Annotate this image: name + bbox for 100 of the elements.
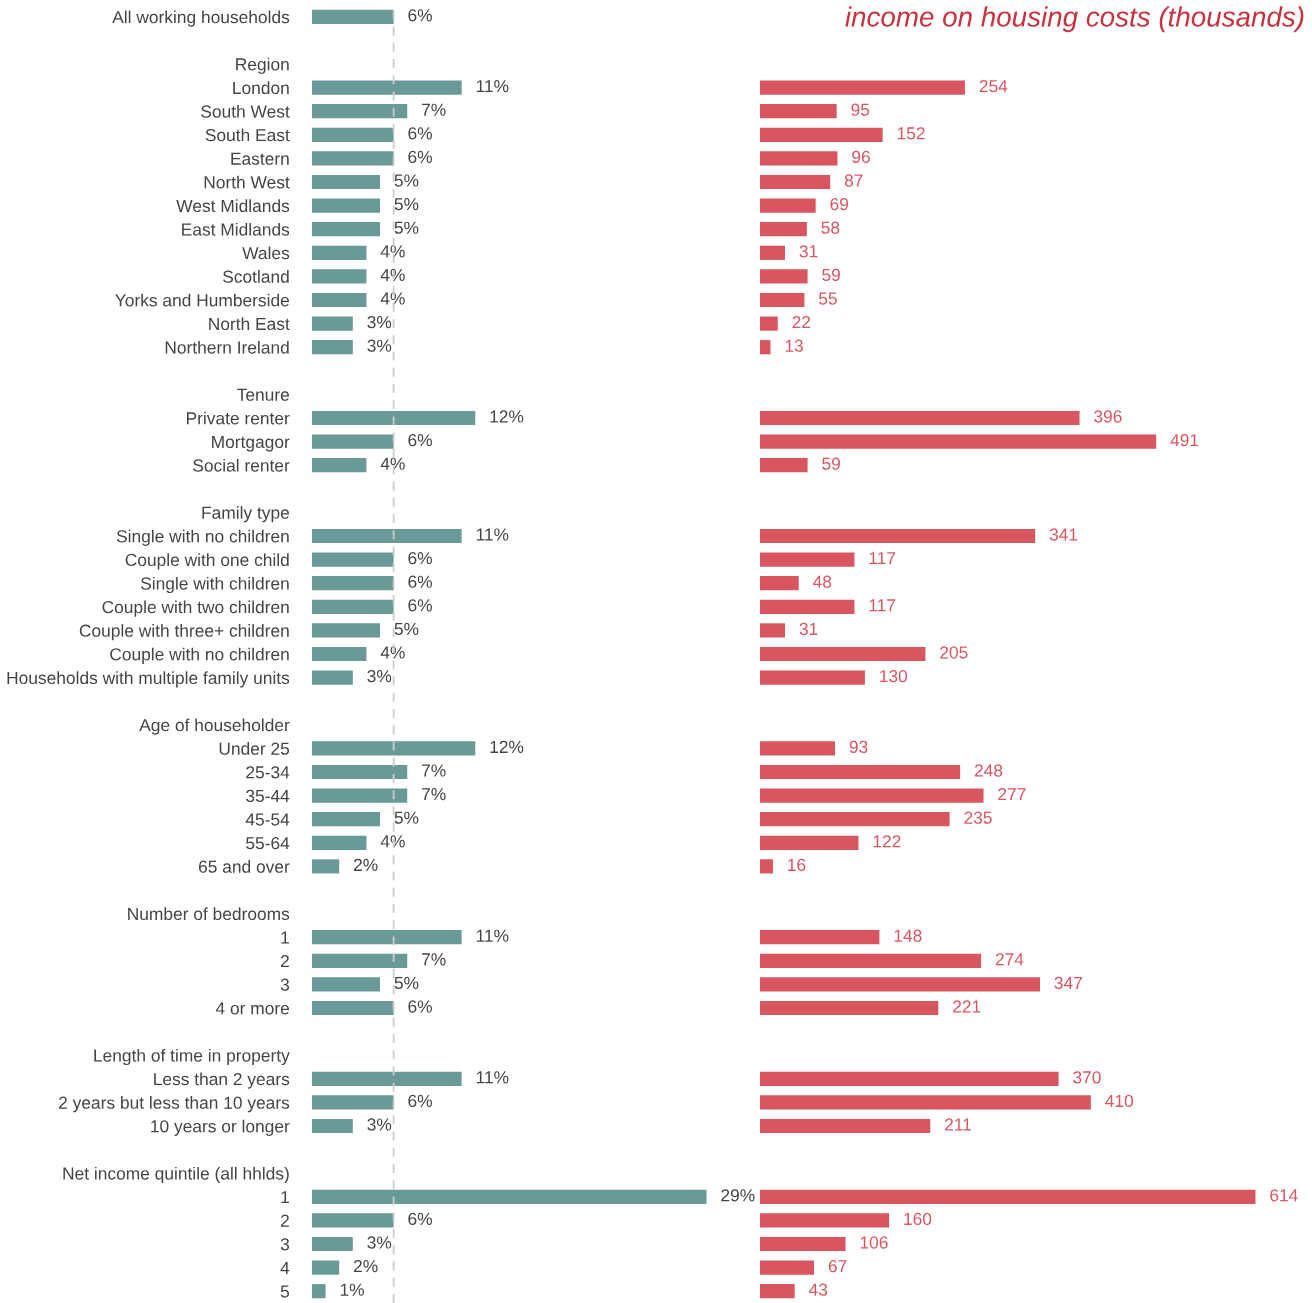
bar bbox=[760, 410, 1080, 426]
y-tick-label: South West bbox=[201, 104, 290, 118]
data-label: 6% bbox=[408, 9, 432, 22]
bar bbox=[312, 269, 367, 284]
data-label: 2% bbox=[353, 858, 378, 871]
bar bbox=[312, 623, 381, 638]
y-tick-label: North West bbox=[204, 175, 290, 189]
y-tick-label: East Midlands bbox=[182, 222, 290, 236]
data-label: 6% bbox=[408, 599, 432, 612]
data-label: 11% bbox=[476, 1071, 509, 1084]
data-label: 5% bbox=[394, 174, 419, 187]
bar bbox=[312, 953, 408, 968]
y-tick-label: Couple with three+ children bbox=[79, 624, 289, 641]
y-tick-label: 3 bbox=[280, 1238, 290, 1251]
data-label: 235 bbox=[964, 811, 992, 824]
data-label: 6% bbox=[408, 1212, 432, 1226]
y-tick-label: Eastern bbox=[231, 152, 289, 165]
bar bbox=[760, 1071, 1059, 1086]
bar bbox=[760, 623, 786, 638]
data-label: 11% bbox=[476, 80, 509, 93]
data-label: 254 bbox=[979, 79, 1008, 93]
bar bbox=[760, 977, 1040, 992]
bar bbox=[312, 410, 476, 426]
y-tick-label: 2 bbox=[281, 1214, 289, 1227]
data-label: 347 bbox=[1054, 976, 1082, 990]
data-label: 31 bbox=[799, 245, 818, 258]
data-label: 69 bbox=[830, 197, 849, 211]
data-label: 6% bbox=[408, 1094, 432, 1108]
data-label: 117 bbox=[869, 552, 896, 565]
y-tick-label: All working households bbox=[112, 10, 290, 27]
y-tick-label: 3 bbox=[280, 978, 290, 991]
bar bbox=[760, 1213, 890, 1228]
data-label: 95 bbox=[851, 103, 870, 116]
data-label: 16 bbox=[788, 858, 806, 872]
bar bbox=[312, 1095, 394, 1110]
bar bbox=[760, 764, 961, 780]
data-label: 341 bbox=[1049, 528, 1078, 541]
bar bbox=[312, 788, 408, 803]
y-tick-label: 45-54 bbox=[245, 813, 290, 826]
bar bbox=[760, 599, 855, 614]
data-label: 106 bbox=[860, 1236, 888, 1249]
bar bbox=[312, 245, 367, 260]
bar bbox=[312, 104, 408, 119]
bar bbox=[760, 174, 831, 190]
y-tick-label: Less than 2 years bbox=[154, 1072, 290, 1089]
data-label: 3% bbox=[367, 669, 392, 683]
data-label: 396 bbox=[1094, 410, 1122, 423]
bar bbox=[312, 1236, 353, 1252]
y-tick-label: 65 and over bbox=[198, 860, 290, 873]
bar bbox=[760, 104, 837, 119]
data-label: 7% bbox=[422, 788, 446, 801]
bar bbox=[312, 528, 462, 544]
data-label: 5% bbox=[394, 221, 419, 234]
bar bbox=[312, 198, 381, 213]
y-tick-label: 1 bbox=[281, 931, 289, 944]
data-label: 58 bbox=[821, 221, 840, 234]
data-label: 67 bbox=[828, 1259, 847, 1273]
data-label: 87 bbox=[844, 174, 863, 187]
y-tick-label: Under 25 bbox=[219, 742, 290, 755]
data-label: 3% bbox=[367, 1118, 392, 1131]
bar bbox=[760, 292, 805, 308]
data-label: 6% bbox=[408, 1000, 432, 1013]
data-label: 160 bbox=[904, 1212, 932, 1226]
y-tick-label: 10 years or longer bbox=[151, 1119, 290, 1136]
bar bbox=[760, 835, 859, 850]
bar bbox=[760, 1260, 815, 1275]
data-label: 12% bbox=[490, 410, 524, 423]
bar bbox=[760, 1000, 939, 1016]
bar bbox=[760, 528, 1036, 544]
bar bbox=[760, 127, 883, 142]
data-label: 7% bbox=[422, 764, 446, 777]
y-tick-label: Number of bedrooms bbox=[128, 907, 290, 921]
data-label: 55 bbox=[818, 292, 837, 305]
data-label: 59 bbox=[822, 268, 840, 282]
y-tick-label: 5 bbox=[280, 1285, 290, 1298]
bar bbox=[760, 1189, 1256, 1204]
data-label: 11% bbox=[476, 929, 509, 942]
data-label: 11% bbox=[476, 528, 509, 541]
y-tick-label: South East bbox=[205, 128, 290, 142]
bar bbox=[760, 812, 950, 827]
data-label: 4% bbox=[380, 292, 405, 305]
bar bbox=[312, 222, 381, 237]
y-tick-label: Family type bbox=[202, 506, 290, 523]
data-label: 4% bbox=[380, 646, 405, 659]
bar bbox=[312, 1189, 707, 1204]
y-tick-label: Single with children bbox=[141, 576, 289, 594]
data-label: 1% bbox=[340, 1283, 364, 1296]
data-label: 5% bbox=[394, 976, 419, 990]
bar bbox=[760, 458, 808, 473]
bar bbox=[312, 9, 394, 24]
data-label: 248 bbox=[974, 764, 1003, 777]
bar bbox=[312, 316, 353, 331]
bar bbox=[760, 245, 786, 260]
y-tick-label: 2 bbox=[281, 954, 289, 968]
data-label: 12% bbox=[490, 740, 524, 753]
bar bbox=[760, 788, 984, 803]
bar bbox=[312, 576, 394, 591]
data-label: 59 bbox=[822, 457, 840, 470]
y-tick-label: 4 bbox=[280, 1261, 290, 1274]
data-label: 274 bbox=[995, 953, 1024, 966]
